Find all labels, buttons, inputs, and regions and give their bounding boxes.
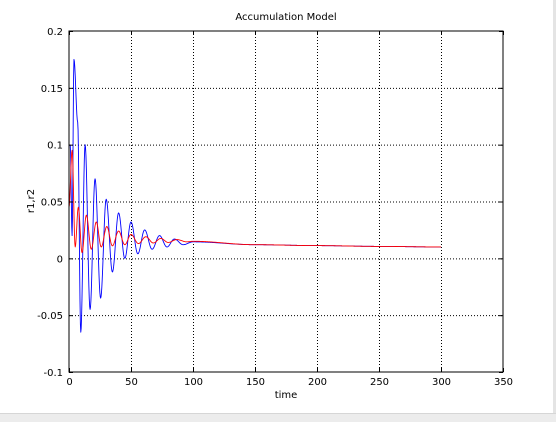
x-tick-label: 350 [494, 377, 513, 388]
y-tick-label: 0 [57, 254, 63, 265]
series-line-2 [68, 149, 442, 254]
y-tick-label: 0.15 [41, 84, 63, 95]
chart-title: Accumulation Model [235, 12, 336, 23]
x-tick-label: 200 [308, 377, 327, 388]
window-edge [553, 0, 556, 413]
series-layer [68, 58, 442, 333]
x-tick-label: 100 [184, 377, 203, 388]
y-tick-label: 0.2 [47, 27, 63, 38]
y-tick-label: -0.05 [37, 311, 63, 322]
x-tick-label: 0 [66, 377, 72, 388]
window-bottom-bar [0, 413, 556, 422]
y-axis-label: r1,r2 [26, 189, 37, 213]
chart-svg: 0 50 100 150 200 250 300 350 -0.1 -0.05 0 0.05 0.1 0.… [26, 12, 513, 401]
y-tick-label: 0.1 [47, 141, 63, 152]
tick-layer: 0 50 100 150 200 250 300 350 -0.1 -0.05 0 0.05 0.1 0.… [37, 27, 513, 388]
y-tick-label: 0.05 [41, 198, 63, 209]
grid-layer [69, 31, 503, 372]
x-axis-label: time [275, 390, 298, 401]
x-tick-label: 300 [432, 377, 451, 388]
x-tick-label: 250 [370, 377, 389, 388]
x-tick-label: 50 [125, 377, 138, 388]
x-tick-label: 150 [246, 377, 265, 388]
y-tick-label: -0.1 [43, 368, 63, 379]
